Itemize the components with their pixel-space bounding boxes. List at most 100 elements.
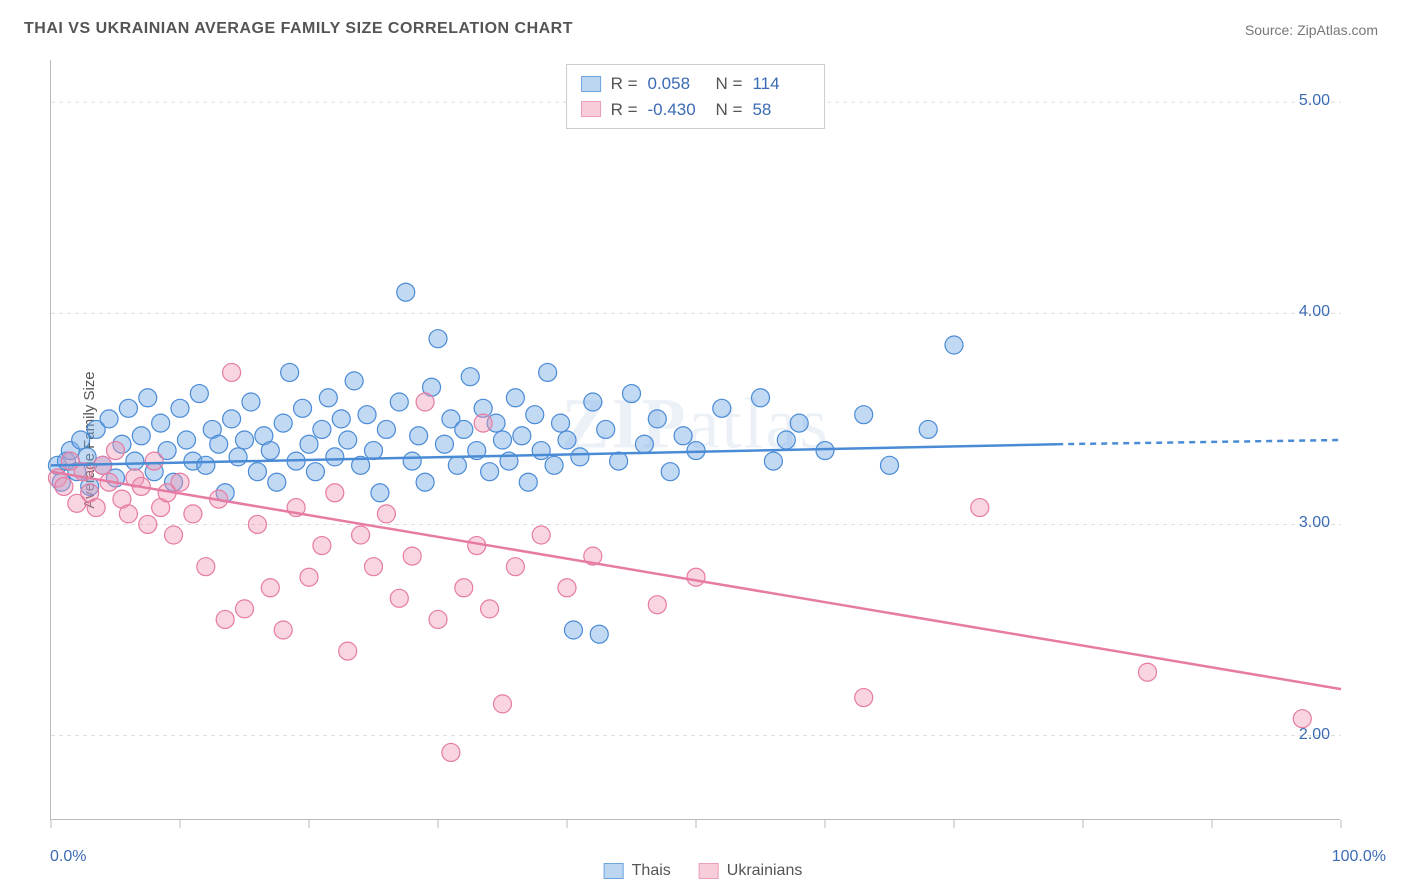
scatter-point	[248, 463, 266, 481]
scatter-point	[358, 406, 376, 424]
scatter-point	[816, 442, 834, 460]
scatter-point	[494, 431, 512, 449]
scatter-point	[72, 431, 90, 449]
scatter-point	[513, 427, 531, 445]
scatter-point	[339, 642, 357, 660]
scatter-point	[165, 526, 183, 544]
scatter-point	[210, 435, 228, 453]
scatter-point	[261, 442, 279, 460]
scatter-point	[552, 414, 570, 432]
y-tick-label: 4.00	[1299, 303, 1330, 321]
scatter-point	[448, 456, 466, 474]
chart-svg	[51, 60, 1340, 819]
scatter-point	[294, 399, 312, 417]
scatter-point	[171, 399, 189, 417]
scatter-point	[119, 399, 137, 417]
scatter-point	[494, 695, 512, 713]
scatter-point	[100, 410, 118, 428]
legend-swatch-thais	[604, 863, 624, 879]
scatter-point	[139, 389, 157, 407]
scatter-point	[416, 393, 434, 411]
scatter-point	[242, 393, 260, 411]
scatter-point	[481, 600, 499, 618]
scatter-point	[429, 610, 447, 628]
scatter-point	[145, 452, 163, 470]
r-label: R =	[611, 71, 638, 97]
scatter-point	[881, 456, 899, 474]
scatter-point	[184, 505, 202, 523]
scatter-point	[139, 515, 157, 533]
scatter-point	[274, 621, 292, 639]
scatter-point	[945, 336, 963, 354]
scatter-point	[152, 414, 170, 432]
x-min-label: 0.0%	[50, 848, 86, 866]
scatter-point	[919, 420, 937, 438]
scatter-point	[442, 743, 460, 761]
scatter-point	[306, 463, 324, 481]
scatter-point	[855, 406, 873, 424]
scatter-point	[397, 283, 415, 301]
x-max-label: 100.0%	[1332, 848, 1386, 866]
scatter-point	[455, 420, 473, 438]
scatter-point	[474, 414, 492, 432]
trend-line-ext	[1057, 440, 1341, 444]
scatter-point	[506, 389, 524, 407]
stats-legend-box: R = 0.058 N = 114 R = -0.430 N = 58	[566, 64, 826, 129]
scatter-point	[371, 484, 389, 502]
scatter-point	[390, 589, 408, 607]
scatter-point	[197, 456, 215, 474]
scatter-point	[564, 621, 582, 639]
scatter-point	[713, 399, 731, 417]
source-attribution: Source: ZipAtlas.com	[1245, 22, 1378, 38]
n-label: N =	[716, 71, 743, 97]
swatch-ukrainians	[581, 101, 601, 117]
scatter-point	[126, 452, 144, 470]
scatter-point	[190, 385, 208, 403]
scatter-point	[558, 431, 576, 449]
plot-area: Average Family Size ZIPatlas R = 0.058 N…	[50, 60, 1340, 820]
scatter-point	[229, 448, 247, 466]
scatter-point	[326, 484, 344, 502]
scatter-point	[506, 558, 524, 576]
y-tick-label: 5.00	[1299, 92, 1330, 110]
scatter-point	[461, 368, 479, 386]
bottom-legend: Thais Ukrainians	[604, 862, 803, 880]
scatter-point	[223, 363, 241, 381]
scatter-point	[332, 410, 350, 428]
scatter-point	[635, 435, 653, 453]
swatch-thais	[581, 76, 601, 92]
scatter-point	[300, 568, 318, 586]
scatter-point	[545, 456, 563, 474]
scatter-point	[236, 600, 254, 618]
scatter-point	[345, 372, 363, 390]
scatter-point	[216, 610, 234, 628]
scatter-point	[313, 537, 331, 555]
scatter-point	[777, 431, 795, 449]
scatter-point	[416, 473, 434, 491]
scatter-point	[87, 499, 105, 517]
stats-row-ukrainians: R = -0.430 N = 58	[581, 97, 811, 123]
chart-container: THAI VS UKRAINIAN AVERAGE FAMILY SIZE CO…	[0, 0, 1406, 892]
scatter-point	[571, 448, 589, 466]
scatter-point	[455, 579, 473, 597]
scatter-point	[55, 477, 73, 495]
scatter-point	[410, 427, 428, 445]
scatter-point	[339, 431, 357, 449]
scatter-point	[752, 389, 770, 407]
legend-label-thais: Thais	[632, 862, 671, 880]
n-value-ukrainians: 58	[752, 97, 810, 123]
scatter-point	[661, 463, 679, 481]
scatter-point	[481, 463, 499, 481]
chart-title: THAI VS UKRAINIAN AVERAGE FAMILY SIZE CO…	[24, 20, 573, 38]
scatter-point	[687, 568, 705, 586]
legend-label-ukrainians: Ukrainians	[727, 862, 803, 880]
scatter-point	[107, 442, 125, 460]
scatter-point	[435, 435, 453, 453]
scatter-point	[558, 579, 576, 597]
n-value-thais: 114	[752, 71, 810, 97]
scatter-point	[248, 515, 266, 533]
y-tick-label: 2.00	[1299, 726, 1330, 744]
scatter-point	[274, 414, 292, 432]
scatter-point	[132, 427, 150, 445]
scatter-point	[352, 526, 370, 544]
